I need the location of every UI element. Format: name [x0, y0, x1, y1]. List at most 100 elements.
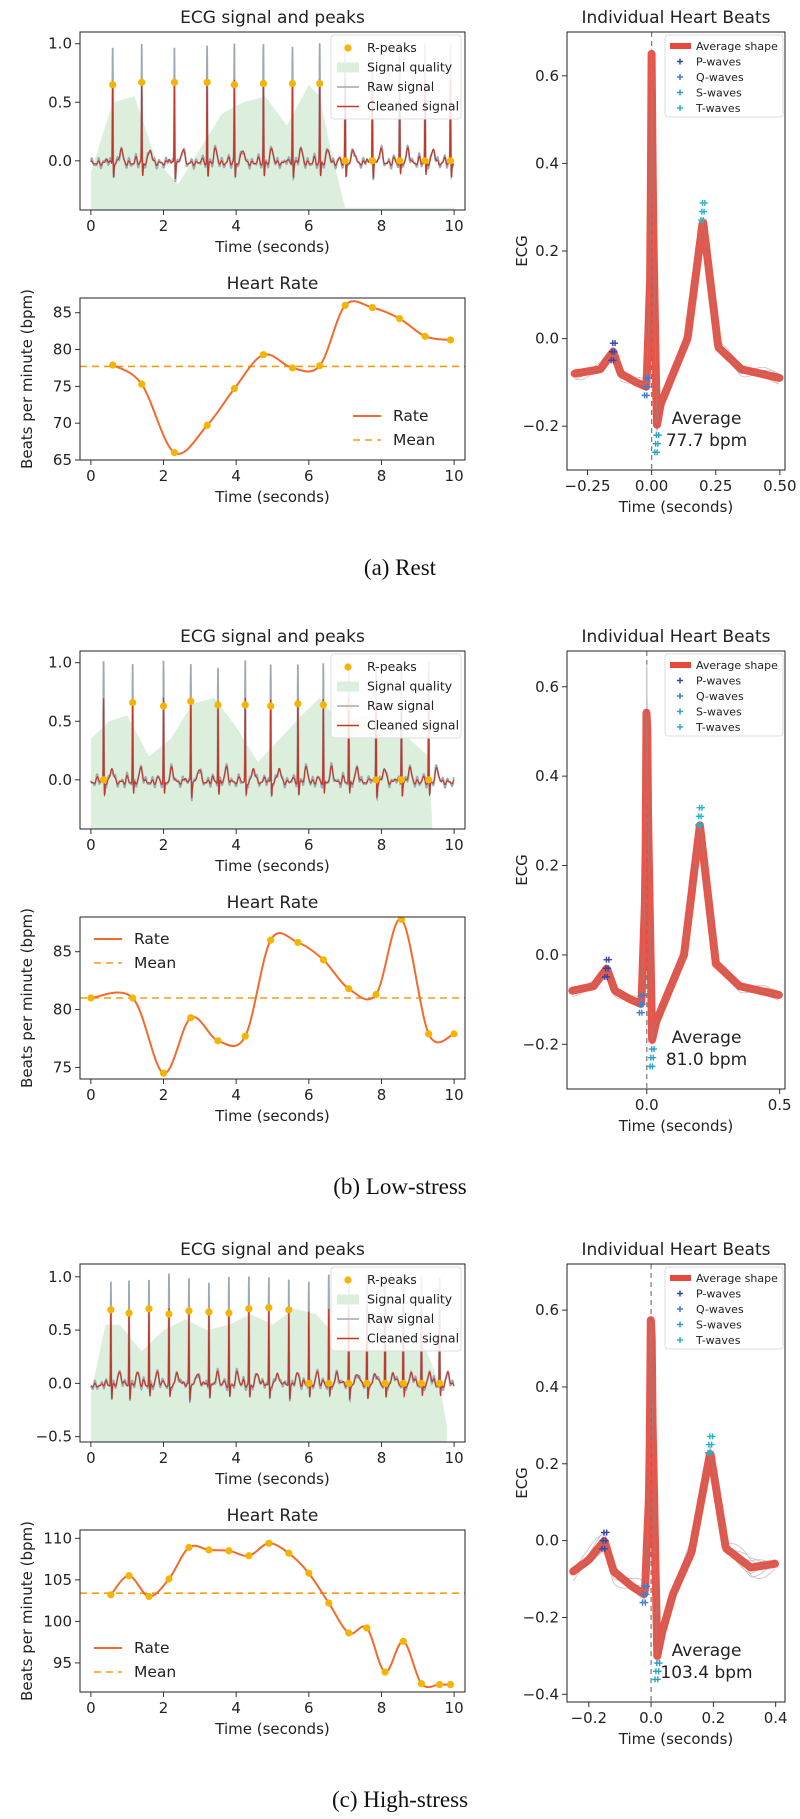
- legend-marker-wave: [677, 58, 683, 65]
- y-tick-label: −0.5: [36, 1428, 72, 1446]
- r-peak-point: [125, 1309, 133, 1317]
- x-axis-label: Time (seconds): [618, 1730, 734, 1748]
- s-wave-marker: [654, 449, 661, 456]
- rate-point: [259, 351, 268, 359]
- x-tick-label: 2: [159, 1699, 169, 1717]
- rate-point: [450, 1030, 458, 1038]
- r-peak-point: [265, 1304, 273, 1312]
- r-peak-point: [185, 1307, 193, 1315]
- y-tick-label: −0.2: [523, 1608, 559, 1626]
- x-tick-label: 4: [231, 836, 241, 854]
- signal-quality-area: [90, 84, 455, 210]
- r-peak-point: [417, 1379, 426, 1387]
- plot-area: [80, 917, 465, 1077]
- rate-point: [265, 1539, 273, 1547]
- r-peak-point: [170, 78, 179, 86]
- r-peak-point: [245, 1305, 253, 1313]
- rate-point: [107, 1591, 115, 1599]
- r-peak-point: [381, 1379, 389, 1387]
- s-wave-marker: [656, 1660, 663, 1667]
- x-tick-label: 8: [377, 1086, 387, 1104]
- y-tick-label: 85: [53, 943, 72, 961]
- rate-point: [203, 421, 211, 429]
- rate-point: [325, 1599, 333, 1607]
- legend-label: Raw signal: [367, 79, 434, 94]
- legend-label: Rate: [134, 930, 170, 948]
- x-tick-label: 4: [231, 217, 241, 235]
- y-axis-label: ECG: [513, 235, 531, 267]
- plot-area: [90, 40, 455, 210]
- p-wave-marker: [603, 1529, 610, 1536]
- x-axis-label: Time (seconds): [618, 498, 734, 516]
- average-shape-core: [572, 1320, 776, 1656]
- chart-title: Heart Rate: [227, 893, 319, 913]
- legend-label: P-waves: [696, 56, 741, 69]
- q-wave-marker: [643, 1591, 650, 1598]
- average-label: Average: [672, 409, 742, 429]
- rate-point: [446, 336, 455, 344]
- y-tick-label: 0.5: [48, 1321, 72, 1339]
- plot-area: [568, 651, 783, 1089]
- legend-label: Average shape: [696, 659, 778, 672]
- legend-label: R-peaks: [367, 659, 417, 674]
- rate-point: [170, 449, 179, 457]
- rate-point: [288, 364, 297, 372]
- legend-label: P-waves: [696, 1288, 741, 1301]
- y-tick-label: −0.2: [523, 1035, 559, 1053]
- x-tick-label: 10: [445, 1699, 464, 1717]
- average-label: Average: [672, 1641, 742, 1661]
- t-wave-marker: [701, 208, 708, 215]
- r-peak-point: [159, 702, 168, 710]
- x-tick-label: 0: [86, 1699, 96, 1717]
- rate-point: [138, 380, 146, 388]
- q-wave-marker: [644, 1583, 651, 1590]
- legend-label: S-waves: [696, 706, 742, 719]
- legend-label: R-peaks: [367, 40, 417, 55]
- legend-box: [664, 1266, 784, 1350]
- y-tick-label: 0.2: [535, 857, 559, 875]
- r-peak-point: [138, 78, 146, 86]
- rate-point: [417, 1680, 426, 1688]
- x-tick-label: 8: [377, 217, 387, 235]
- average-bpm-label: 77.7 bpm: [666, 431, 747, 451]
- legend-label: Average shape: [696, 1272, 778, 1285]
- y-tick-label: 0.4: [535, 154, 559, 172]
- rate-point: [109, 361, 117, 369]
- x-tick-label: 2: [159, 1086, 169, 1104]
- chart-title: ECG signal and peaks: [180, 627, 365, 647]
- legend-label: Mean: [134, 954, 176, 972]
- x-axis-label: Time (seconds): [214, 488, 330, 506]
- r-peak-point: [107, 1306, 115, 1314]
- r-peak-point: [203, 78, 211, 86]
- chart-beats-2: Individual Heart Beats−0.2 0.0 0.2 0.4−0.4−…: [513, 1240, 788, 1748]
- x-tick-label: 0: [86, 467, 96, 485]
- y-tick-label: −0.4: [523, 1685, 559, 1703]
- y-tick-label: 0.5: [48, 93, 72, 111]
- legend-box: [330, 34, 462, 120]
- rate-point: [165, 1575, 173, 1583]
- rate-point: [230, 384, 238, 393]
- r-peak-point: [399, 1379, 407, 1387]
- rate-point: [372, 990, 380, 999]
- y-tick-label: 0.0: [48, 1374, 72, 1392]
- r-peak-point: [285, 1306, 293, 1314]
- legend-label: Signal quality: [367, 679, 453, 694]
- chart-title: Heart Rate: [227, 1506, 319, 1526]
- legend: Average shape P-waves Q-waves S-waves T-wave…: [664, 1266, 784, 1350]
- legend-label: T-waves: [695, 102, 741, 115]
- y-tick-label: 75: [53, 1058, 72, 1076]
- legend-marker-r-peaks: [344, 44, 352, 52]
- chart-beats-0: Individual Heart Beats −0.25 0.00 0.25 0.50 −…: [513, 8, 797, 516]
- r-peak-point: [187, 697, 195, 705]
- legend: R-peaks Signal quality Raw signal Cleaned s…: [330, 34, 462, 120]
- legend-marker-wave: [677, 105, 683, 111]
- y-axis-label: Beats per minute (bpm): [18, 289, 36, 469]
- r-peak-point: [305, 1379, 313, 1387]
- t-wave-marker: [697, 822, 704, 829]
- rate-point: [397, 917, 406, 923]
- x-tick-label: 0.0: [639, 1709, 663, 1727]
- r-peak-point: [225, 1309, 233, 1317]
- legend-label: R-peaks: [367, 1272, 417, 1287]
- x-tick-label: 0.00: [635, 477, 668, 495]
